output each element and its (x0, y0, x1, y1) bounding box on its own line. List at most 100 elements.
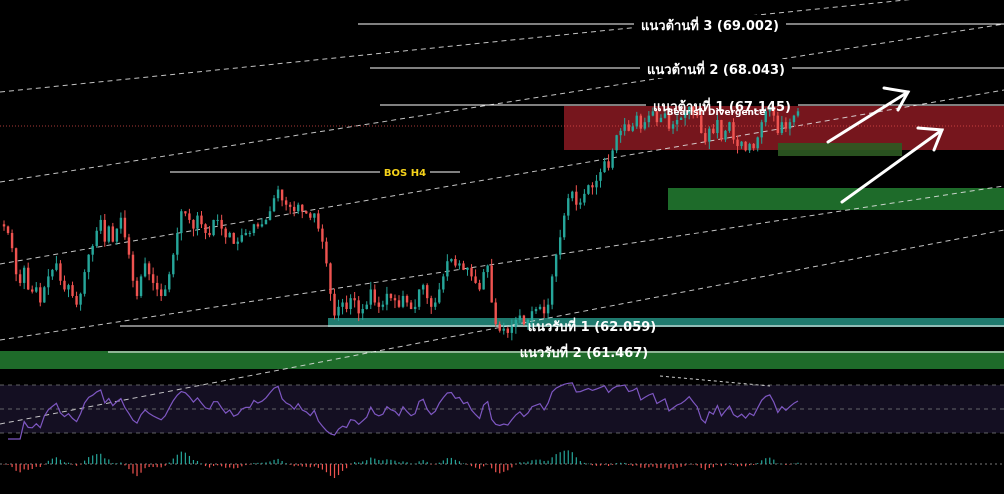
macd-bar (668, 464, 670, 470)
macd-bar (543, 460, 545, 464)
candle-body (603, 161, 606, 173)
macd-bar (680, 464, 682, 467)
macd-bar (112, 462, 114, 464)
macd-bar (398, 462, 400, 464)
macd-bar (466, 464, 469, 465)
macd-bar (551, 457, 553, 464)
macd-bar (765, 458, 767, 464)
macd-bar (744, 464, 747, 467)
macd-bar (483, 464, 485, 467)
macd-bar (789, 464, 791, 465)
macd-bar (345, 464, 348, 469)
macd-bar (11, 464, 13, 468)
macd-bar (366, 460, 368, 464)
candle-body (164, 289, 167, 296)
macd-bar (434, 464, 436, 465)
candle-body (430, 298, 433, 307)
candle-body (147, 263, 151, 275)
macd-bar (358, 462, 360, 464)
candle-body (466, 267, 469, 270)
candle-body (2, 224, 6, 227)
macd-bar (245, 464, 247, 466)
candle-body (413, 306, 417, 310)
macd-bar (317, 464, 319, 468)
candle-body (341, 302, 344, 307)
support-2-label: แนวรับที่ 2 (61.467) (520, 343, 649, 361)
candle-body (305, 211, 308, 214)
candle-body (563, 215, 566, 238)
candle-body (337, 306, 340, 316)
candle-body (643, 122, 647, 129)
macd-bar (204, 464, 207, 467)
macd-bar (563, 450, 565, 464)
demand-zone (668, 188, 1004, 210)
candle-body (776, 115, 780, 134)
macd-bar (777, 463, 779, 464)
arrow-1-head (882, 86, 911, 112)
candle-body (623, 124, 626, 131)
candle-body (212, 219, 215, 236)
macd-bar (410, 463, 412, 464)
up-arrows (826, 86, 945, 204)
candle-body (345, 302, 348, 310)
candle-body (107, 226, 111, 242)
candle-body (631, 126, 634, 131)
resistance-1-label: แนวต้านที่ 1 (67.145) (653, 97, 791, 115)
macd-bar (736, 464, 739, 467)
bos-label-bg (380, 165, 430, 179)
candle-body (458, 263, 461, 266)
candle-body (10, 232, 14, 249)
macd-bar (519, 462, 521, 464)
support-1-label: แนวรับที่ 1 (62.059) (528, 317, 657, 335)
candle-body (683, 113, 687, 118)
macd-bar (370, 457, 372, 464)
macd-bar (636, 464, 638, 466)
candle-body (506, 328, 510, 333)
candle-body (95, 230, 98, 247)
macd-bar (305, 464, 307, 467)
candle-body (571, 191, 574, 199)
macd-bar (59, 459, 62, 464)
candle-body (546, 304, 550, 314)
macd-bar (740, 464, 743, 466)
bos-label: BOS H4 (384, 168, 426, 179)
candle-body (75, 295, 78, 305)
macd-bar (571, 452, 573, 464)
macd-bar (35, 464, 37, 467)
macd-bar (176, 454, 178, 464)
macd-bar (507, 464, 509, 471)
candle-body (526, 319, 530, 325)
candle-body (159, 289, 163, 296)
arrow-2-head (916, 126, 945, 152)
macd-bar (656, 464, 658, 469)
macd-bar (732, 464, 735, 466)
macd-bar (354, 462, 356, 464)
candle-body (498, 324, 501, 331)
candle-body (43, 287, 46, 303)
macd-bar (7, 464, 9, 465)
macd-bar (96, 454, 98, 464)
candle-body (119, 217, 123, 229)
macd-bar (152, 464, 154, 468)
macd-bar (382, 460, 384, 464)
candle-body (329, 263, 332, 294)
macd-bar (100, 453, 102, 464)
channel-line-2 (0, 23, 1004, 183)
candle-body (462, 263, 465, 270)
macd-bar (212, 464, 215, 466)
macd-bar (63, 462, 66, 464)
candle-body (297, 204, 300, 212)
macd-bar (567, 450, 569, 464)
candle-body (421, 285, 425, 290)
candle-body (276, 189, 280, 199)
candle-body (575, 191, 578, 205)
macd-bar (329, 464, 332, 476)
macd-bar (458, 461, 461, 464)
candle-body (216, 219, 219, 221)
zones-layer (0, 106, 1004, 433)
candle-body (788, 122, 792, 129)
candle-body (325, 241, 328, 264)
resistance-3-label-bg (634, 15, 786, 34)
